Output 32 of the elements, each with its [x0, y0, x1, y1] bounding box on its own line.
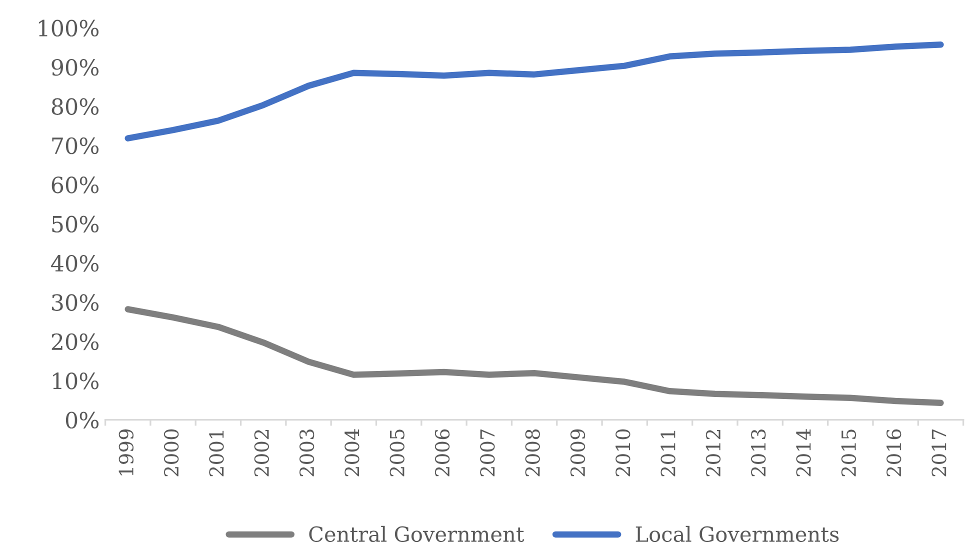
y-tick-label: 60% — [52, 176, 99, 194]
x-tick-label: 2014 — [796, 429, 811, 476]
x-tick-label: 2008 — [525, 429, 540, 476]
x-tick-label: 2007 — [480, 430, 495, 476]
y-tick-label: 70% — [52, 137, 99, 154]
x-tick-label: 2000 — [164, 429, 179, 476]
y-tick-label: 30% — [52, 294, 99, 311]
x-tick-label: 2002 — [254, 430, 269, 476]
legend-label: Central Government — [309, 526, 524, 542]
legend-label: Local Governments — [636, 526, 839, 542]
y-tick-label: 50% — [52, 216, 99, 233]
y-tick-label: 10% — [53, 372, 99, 390]
x-tick-label: 2003 — [299, 430, 314, 476]
x-tick-label: 2009 — [570, 429, 586, 476]
x-tick-label: 1999 — [118, 429, 134, 476]
y-tick-label: 20% — [52, 333, 99, 350]
y-tick-label: 90% — [52, 58, 99, 76]
x-tick-label: 2006 — [434, 429, 450, 476]
x-tick-label: 2017 — [932, 430, 946, 476]
x-tick-label: 2013 — [751, 430, 766, 476]
x-tick-label: 2010 — [616, 429, 630, 476]
x-tick-label: 2001 — [209, 430, 224, 476]
x-tick-label: 2011 — [660, 430, 676, 476]
x-tick-label: 2012 — [706, 430, 721, 476]
x-tick-label: 2005 — [390, 430, 404, 476]
x-tick-label: 2016 — [886, 429, 902, 476]
y-tick-label: 0% — [66, 412, 99, 429]
x-tick-label: 2015 — [841, 430, 856, 476]
y-tick-label: 80% — [52, 98, 99, 115]
y-tick-label: 40% — [51, 254, 99, 272]
y-tick-label: 100% — [38, 20, 99, 37]
x-tick-label: 2004 — [344, 429, 360, 476]
